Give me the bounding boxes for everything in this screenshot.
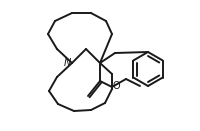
- Text: O: O: [112, 81, 120, 91]
- Text: N: N: [63, 58, 71, 68]
